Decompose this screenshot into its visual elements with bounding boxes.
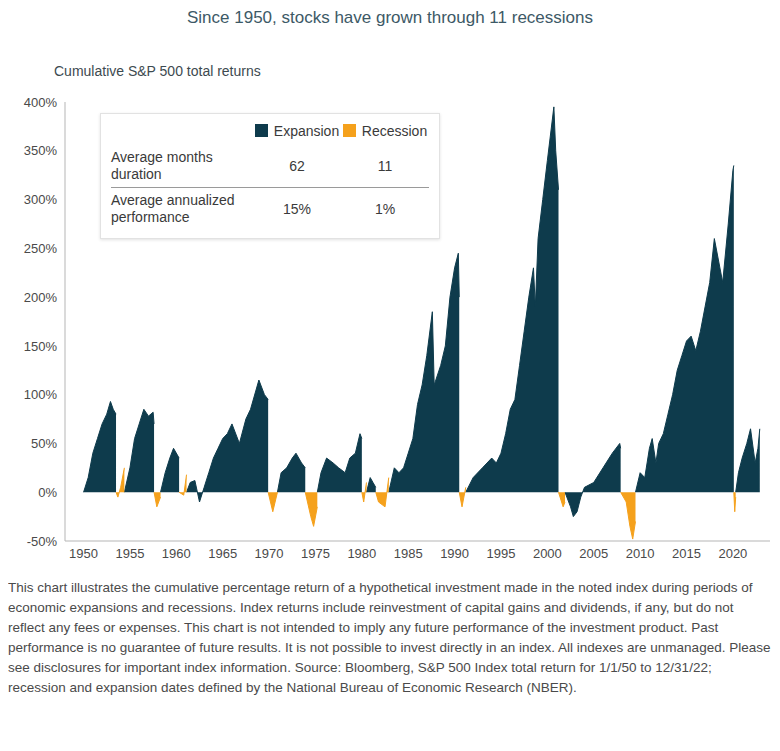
svg-text:2000: 2000 <box>533 546 562 561</box>
svg-text:50%: 50% <box>31 436 57 451</box>
svg-text:-50%: -50% <box>27 534 58 549</box>
html-text:Recession: Recession <box>361 123 428 139</box>
svg-text:400%: 400% <box>24 95 58 110</box>
svg-text:2010: 2010 <box>626 546 655 561</box>
svg-text:1960: 1960 <box>162 546 191 561</box>
html-text:Since 1950, stocks have grown: Since 1950, stocks have grown through 11… <box>187 8 593 27</box>
html-text:1%: 1% <box>374 201 396 217</box>
html-text:Expansion: Expansion <box>273 123 340 139</box>
html-text:15%: 15% <box>283 201 311 217</box>
html-text:This chart illustrates the cum: This chart illustrates the cumulative pe… <box>8 580 771 695</box>
svg-text:1970: 1970 <box>255 546 284 561</box>
html-text:11: 11 <box>377 158 393 174</box>
svg-text:1980: 1980 <box>347 546 376 561</box>
svg-text:1955: 1955 <box>115 546 144 561</box>
svg-text:300%: 300% <box>24 192 58 207</box>
svg-text:2020: 2020 <box>718 546 747 561</box>
html-text:Average months duration: Average months duration <box>111 149 213 182</box>
html-text:Cumulative S&P 500 total retur: Cumulative S&P 500 total returns <box>54 63 261 79</box>
svg-text:100%: 100% <box>24 387 58 402</box>
html-text:62: 62 <box>289 158 305 174</box>
svg-text:1965: 1965 <box>208 546 237 561</box>
svg-text:2005: 2005 <box>579 546 608 561</box>
svg-text:0%: 0% <box>38 485 57 500</box>
svg-text:1990: 1990 <box>440 546 469 561</box>
html-text:Average annualized performance: Average annualized performance <box>111 192 235 225</box>
svg-text:250%: 250% <box>24 241 58 256</box>
svg-text:2015: 2015 <box>672 546 701 561</box>
svg-text:1985: 1985 <box>394 546 423 561</box>
svg-text:1975: 1975 <box>301 546 330 561</box>
svg-text:350%: 350% <box>24 143 58 158</box>
svg-text:150%: 150% <box>24 339 58 354</box>
svg-text:200%: 200% <box>24 290 58 305</box>
svg-text:1950: 1950 <box>69 546 98 561</box>
svg-text:1995: 1995 <box>487 546 516 561</box>
